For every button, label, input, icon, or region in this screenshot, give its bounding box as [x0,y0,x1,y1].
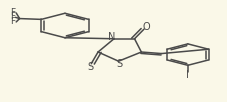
Text: S: S [116,59,122,69]
Text: S: S [87,62,93,72]
Text: F: F [10,8,15,17]
Text: I: I [185,70,188,80]
Text: O: O [142,22,150,32]
Text: F: F [10,17,15,26]
Text: F: F [10,12,15,21]
Text: N: N [107,32,114,42]
